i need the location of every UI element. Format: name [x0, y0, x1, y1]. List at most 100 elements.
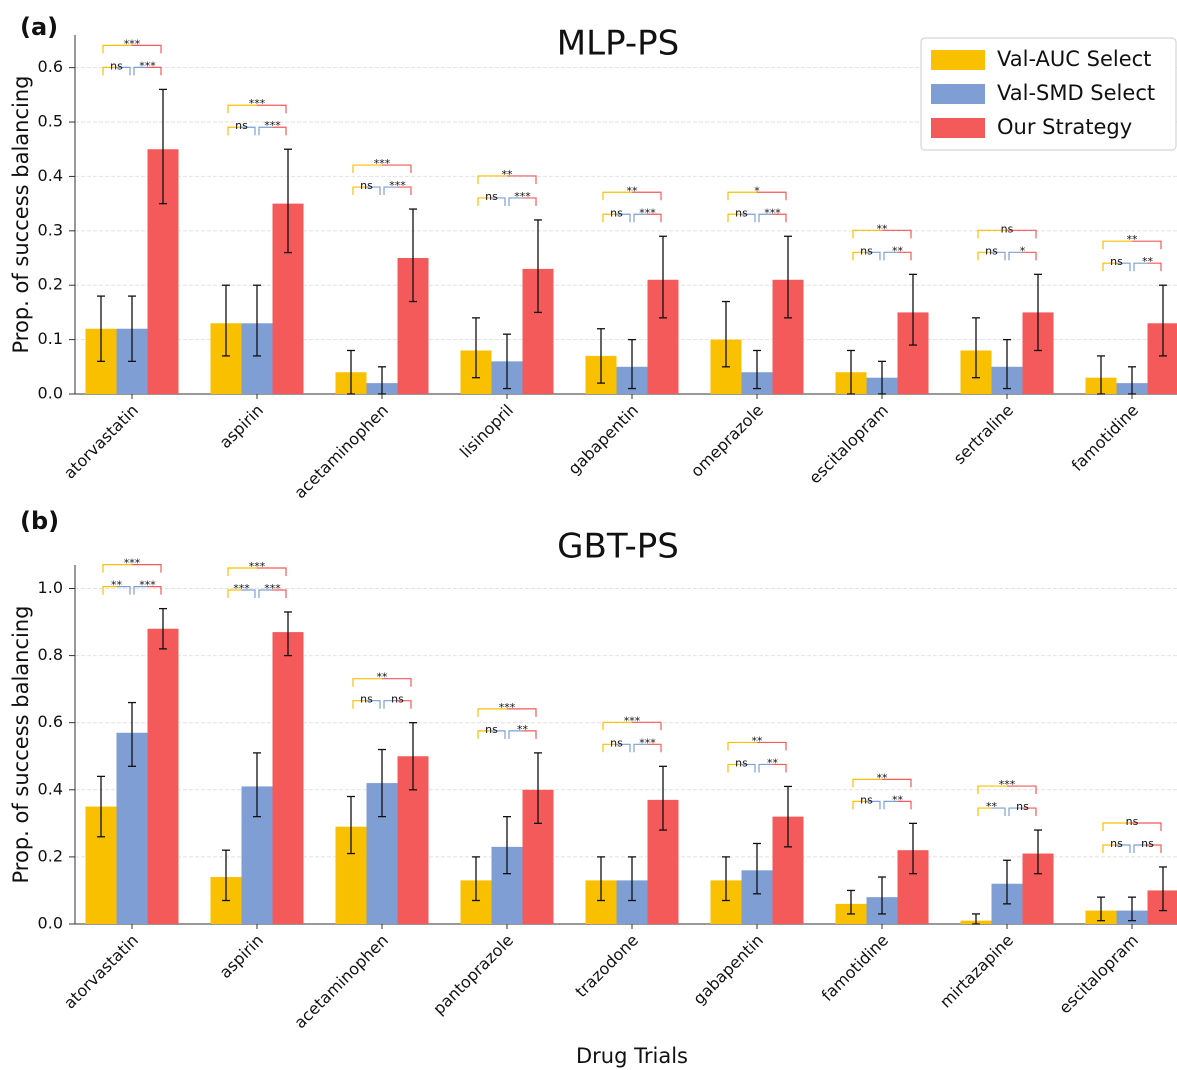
- bracket: [116, 586, 131, 595]
- bracket: [866, 251, 881, 261]
- bracket: [757, 741, 787, 751]
- significance-label: ***: [514, 190, 531, 203]
- significance-label: ns: [860, 244, 873, 257]
- bracket: [647, 213, 662, 223]
- significance-label: **: [517, 723, 529, 736]
- bracket: [1116, 262, 1131, 272]
- bracket: [102, 44, 132, 54]
- significance-label: ns: [235, 119, 248, 132]
- significance-label: **: [1127, 233, 1139, 246]
- bracket: [632, 191, 662, 201]
- significance-label: ns: [360, 179, 373, 192]
- significance-label: ***: [374, 157, 391, 170]
- bracket: [852, 229, 882, 239]
- bracket: [1008, 807, 1023, 817]
- bracket: [508, 197, 523, 206]
- bracket: [1022, 807, 1037, 817]
- x-tick-label: escitalopram: [1055, 931, 1142, 1018]
- y-tick-label: 0.0: [38, 384, 63, 403]
- bracket: [602, 213, 617, 223]
- significance-label: ns: [1126, 815, 1139, 828]
- bracket: [741, 763, 756, 773]
- bracket: [522, 197, 537, 206]
- significance-label: ***: [624, 714, 641, 727]
- panel-label: (a): [20, 13, 58, 41]
- bracket: [1133, 844, 1148, 853]
- bracket: [477, 708, 507, 717]
- significance-label: **: [877, 771, 889, 784]
- bracket: [132, 44, 162, 54]
- bracket: [1008, 251, 1023, 261]
- y-axis-label: Prop. of success balancing: [9, 606, 33, 884]
- significance-label: ***: [499, 701, 516, 714]
- significance-label: ***: [249, 97, 266, 110]
- bracket: [602, 191, 632, 201]
- bracket: [852, 778, 882, 788]
- significance-label: ns: [360, 693, 373, 706]
- panel-label: (b): [20, 507, 59, 535]
- bracket: [866, 800, 881, 810]
- bracket: [257, 567, 287, 576]
- bar: [147, 628, 179, 924]
- bracket: [383, 186, 398, 196]
- x-tick-label: lisinopril: [456, 401, 517, 462]
- significance-label: **: [377, 671, 389, 684]
- y-tick-label: 0.8: [38, 645, 63, 664]
- legend-label: Our Strategy: [997, 115, 1132, 139]
- x-tick-label: famotidine: [1068, 401, 1142, 475]
- significance-label: ns: [1110, 255, 1123, 268]
- bracket: [102, 66, 117, 76]
- y-tick-label: 0.5: [38, 112, 63, 131]
- bracket: [1102, 844, 1117, 853]
- bracket: [1007, 785, 1037, 795]
- x-tick-label: trazodone: [571, 931, 642, 1002]
- bracket: [147, 66, 162, 76]
- bracket: [741, 213, 756, 223]
- x-axis-label: Drug Trials: [576, 1044, 688, 1068]
- bracket: [477, 197, 492, 206]
- significance-label: ***: [389, 179, 406, 192]
- significance-label: ***: [264, 582, 281, 595]
- bracket: [852, 251, 867, 261]
- bracket: [991, 807, 1006, 817]
- bracket: [1102, 240, 1132, 250]
- bracket: [382, 164, 412, 174]
- bracket: [491, 730, 506, 739]
- bracket: [882, 229, 912, 239]
- bracket: [258, 589, 273, 598]
- significance-label: **: [877, 222, 889, 235]
- bracket: [647, 743, 662, 753]
- significance-label: ***: [139, 579, 156, 592]
- bracket: [102, 586, 117, 595]
- bracket: [477, 730, 492, 739]
- bracket: [491, 197, 506, 206]
- significance-label: **: [892, 244, 904, 257]
- bracket: [633, 213, 648, 223]
- bracket: [382, 678, 412, 687]
- significance-label: ns: [391, 693, 404, 706]
- bracket: [227, 126, 242, 136]
- legend-swatch: [931, 84, 985, 104]
- significance-label: ns: [1001, 222, 1014, 235]
- bracket: [102, 564, 132, 573]
- bracket: [1116, 844, 1131, 853]
- significance-label: ***: [999, 778, 1016, 791]
- x-tick-label: acetaminophen: [290, 401, 392, 503]
- significance-label: ns: [1110, 837, 1123, 850]
- significance-label: ns: [110, 59, 123, 72]
- bracket: [882, 778, 912, 788]
- significance-label: ns: [735, 756, 748, 769]
- significance-label: *: [1020, 244, 1026, 257]
- significance-label: ***: [764, 206, 781, 219]
- legend-swatch: [931, 118, 985, 138]
- bracket: [257, 104, 287, 114]
- bracket: [397, 186, 412, 196]
- bracket: [366, 700, 381, 709]
- y-axis-label: Prop. of success balancing: [9, 76, 33, 354]
- bracket: [897, 800, 912, 810]
- bar: [272, 632, 304, 924]
- significance-label: ns: [1016, 800, 1029, 813]
- bracket: [757, 191, 787, 201]
- significance-label: **: [111, 579, 123, 592]
- x-tick-label: mirtazapine: [936, 931, 1017, 1012]
